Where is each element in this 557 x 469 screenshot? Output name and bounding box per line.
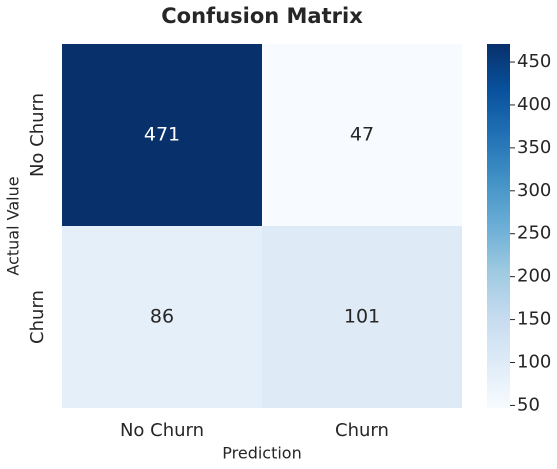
cell-label: 86 xyxy=(150,306,174,328)
heatmap-cell xyxy=(262,44,462,226)
heatmap-cell xyxy=(62,44,262,226)
chart-title: Confusion Matrix xyxy=(161,4,363,28)
colorbar-tick-label: 350 xyxy=(517,137,551,158)
colorbar-tick-label: 400 xyxy=(517,94,551,115)
colorbar-tick-label: 100 xyxy=(517,352,551,373)
cell-label: 47 xyxy=(350,124,374,146)
heatmap-cell xyxy=(62,226,262,408)
cell-label: 101 xyxy=(344,306,380,328)
colorbar-tick-label: 450 xyxy=(517,51,551,72)
y-tick-label: No Churn xyxy=(27,93,48,177)
colorbar-tick-label: 250 xyxy=(517,223,551,244)
y-axis-label: Actual Value xyxy=(4,176,23,275)
colorbar xyxy=(487,44,510,408)
x-tick-label: Churn xyxy=(335,420,389,441)
colorbar-tick-label: 50 xyxy=(517,394,540,415)
cell-label: 471 xyxy=(144,124,180,146)
colorbar-tick-label: 300 xyxy=(517,180,551,201)
x-tick-label: No Churn xyxy=(120,420,204,441)
colorbar-tick-label: 200 xyxy=(517,266,551,287)
y-tick-label: Churn xyxy=(27,290,48,344)
x-axis-label: Prediction xyxy=(222,444,301,463)
heatmap-cell xyxy=(262,226,462,408)
colorbar-tick-label: 150 xyxy=(517,309,551,330)
